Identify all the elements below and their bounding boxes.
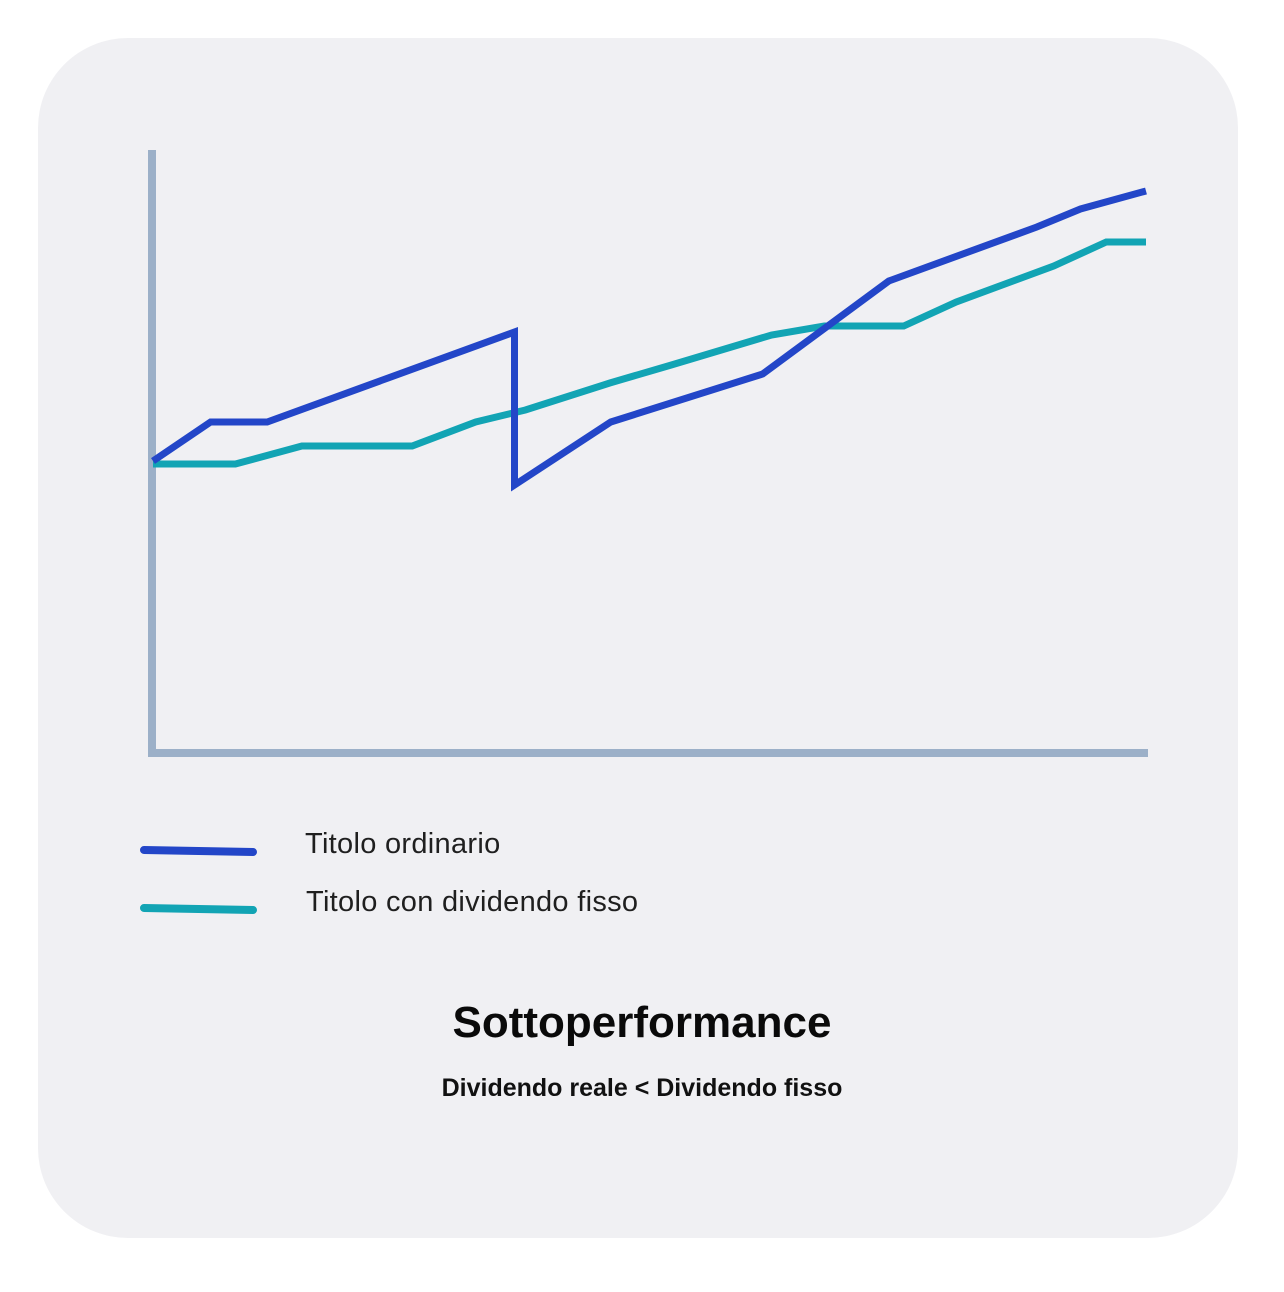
chart-axes — [148, 150, 1148, 757]
legend-swatches — [140, 846, 257, 914]
legend-label-titolo-dividendo-fisso: Titolo con dividendo fisso — [306, 886, 639, 918]
legend-label-titolo-ordinario: Titolo ordinario — [305, 828, 501, 860]
chart-title: Sottoperformance — [452, 998, 832, 1047]
series-line-titolo-ordinario — [151, 187, 1147, 492]
chart-subtitle: Dividendo reale < Dividendo fisso — [441, 1074, 843, 1102]
legend-swatch-titolo-ordinario — [140, 846, 257, 856]
series-layer — [151, 187, 1147, 492]
legend-swatch-titolo-dividendo-fisso — [140, 904, 257, 914]
series-line-titolo-dividendo-fisso — [153, 238, 1146, 468]
chart-card — [38, 38, 1238, 1238]
